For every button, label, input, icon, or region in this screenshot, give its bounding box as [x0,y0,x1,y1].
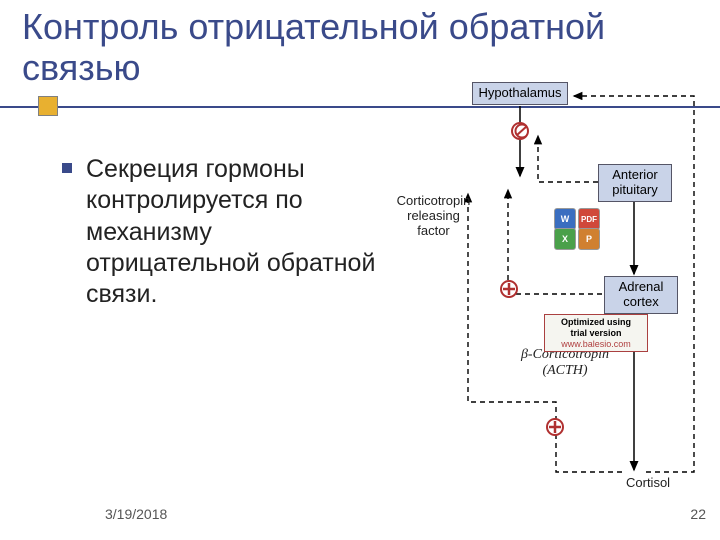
marker-positive-icon [546,418,564,436]
title-accent-box [38,96,58,116]
marker-negative-icon [511,122,529,140]
footer-page-number: 22 [690,506,706,522]
footer-date: 3/19/2018 [105,506,167,522]
node-adrenal-cortex: Adrenal cortex [604,276,678,314]
feedback-diagram: Hypothalamus Anterior pituitary Adrenal … [398,82,708,502]
bullet-icon [62,163,72,173]
label-crf: Corticotropin releasing factor [386,194,481,239]
body-text: Секреция гормоны контролируется по механ… [86,154,386,310]
pdf-watermark-icon: W PDF X P [554,208,606,250]
slide-title: Контроль отрицательной обратной связью [22,6,720,89]
watermark-line2: trial version [570,328,621,338]
node-hypothalamus: Hypothalamus [472,82,568,105]
watermark-url: www.balesio.com [561,339,631,349]
trial-watermark: Optimized using trial version www.balesi… [544,314,648,352]
marker-positive-icon [500,280,518,298]
watermark-line1: Optimized using [561,317,631,327]
node-anterior-pituitary: Anterior pituitary [598,164,672,202]
label-cortisol: Cortisol [626,476,670,491]
